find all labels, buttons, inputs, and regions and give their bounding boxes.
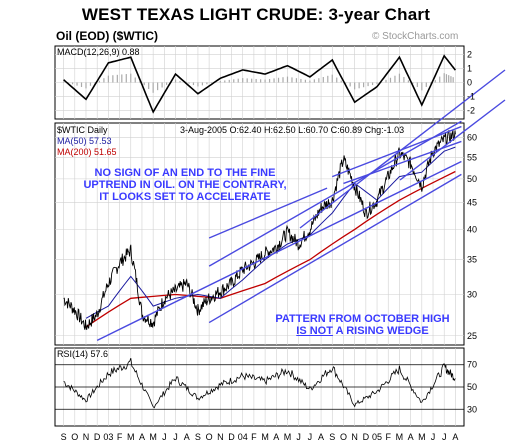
x-tick-label: F: [385, 432, 391, 442]
price-series-label: $WTIC Daily: [57, 125, 108, 135]
x-tick-label: A: [184, 432, 190, 442]
price-line: [63, 129, 456, 330]
tick-labels: S O N D 03 F M A M J J A S O N D 04 F M A M J J A S O N D 05 F M A M J J A2…: [61, 49, 477, 442]
x-tick-label: A: [318, 432, 324, 442]
x-tick-label: S: [195, 432, 201, 442]
x-tick-label: D: [363, 432, 370, 442]
x-tick-label: J: [431, 432, 436, 442]
x-tick-label: N: [351, 432, 358, 442]
annotation-wedge: PATTERN FROM OCTOBER HIGH IS NOT A RISIN…: [265, 313, 460, 337]
x-tick-label: A: [408, 432, 414, 442]
trendline: [208, 120, 462, 267]
rsi-tick-label: 70: [467, 360, 477, 370]
trendline: [96, 160, 462, 341]
x-tick-label: 03: [103, 432, 113, 442]
ma50-label: MA(50) 57.53: [57, 136, 112, 146]
x-tick-label: A: [139, 432, 145, 442]
trendlines: [96, 69, 506, 341]
annotation-wedge-line1: PATTERN FROM OCTOBER HIGH: [275, 313, 450, 325]
price-tick-label: 45: [467, 198, 477, 208]
x-tick-label: J: [308, 432, 313, 442]
price-tick-label: 50: [467, 174, 477, 184]
macd-line: [63, 54, 457, 114]
trendline: [332, 125, 462, 178]
x-tick-label: M: [127, 432, 135, 442]
x-tick-label: J: [442, 432, 447, 442]
x-tick-label: 04: [238, 432, 248, 442]
chart-subtitle: Oil (EOD) ($WTIC): [56, 29, 158, 43]
x-tick-label: M: [418, 432, 426, 442]
price-tick-label: 55: [467, 152, 477, 162]
macd-label: MACD(12,26,9) 0.88: [57, 47, 140, 57]
price-tick-label: 35: [467, 255, 477, 265]
rsi-line: [63, 357, 456, 409]
x-tick-label: A: [273, 432, 279, 442]
rsi-tick-label: 30: [467, 404, 477, 414]
x-tick-label: A: [452, 432, 458, 442]
x-tick-label: N: [83, 432, 90, 442]
x-tick-label: J: [173, 432, 178, 442]
x-tick-label: S: [329, 432, 335, 442]
x-tick-label: O: [340, 432, 347, 442]
ma200-line: [85, 170, 456, 328]
price-tick-label: 40: [467, 224, 477, 234]
chart-title: WEST TEXAS LIGHT CRUDE: 3-year Chart: [81, 5, 431, 24]
price-tick-label: 25: [467, 331, 477, 341]
x-tick-label: O: [206, 432, 213, 442]
macd-tick-label: -1: [467, 92, 475, 102]
trendline: [208, 187, 328, 239]
annotation-uptrend: NO SIGN OF AN END TO THE FINE UPTREND IN…: [83, 167, 287, 203]
x-tick-label: M: [149, 432, 157, 442]
x-tick-label: M: [284, 432, 292, 442]
x-tick-label: 05: [372, 432, 382, 442]
macd-tick-label: 2: [467, 49, 472, 59]
x-tick-label: O: [71, 432, 78, 442]
x-tick-label: D: [228, 432, 235, 442]
annotation-is-not: IS NOT: [296, 325, 333, 337]
macd-tick-label: 1: [467, 63, 472, 73]
trendline-extension: [299, 69, 506, 229]
annotation-wedge-line2: IS NOT A RISING WEDGE: [265, 325, 460, 337]
x-tick-label: F: [117, 432, 123, 442]
rsi-label: RSI(14) 57.6: [57, 349, 108, 359]
trendline: [208, 173, 462, 324]
trendline-extension: [399, 99, 506, 181]
watermark: © StockCharts.com: [372, 31, 459, 42]
price-tick-label: 60: [467, 133, 477, 143]
x-tick-label: S: [61, 432, 67, 442]
rsi-tick-label: 50: [467, 382, 477, 392]
x-tick-label: F: [251, 432, 257, 442]
x-tick-label: N: [217, 432, 224, 442]
x-tick-label: M: [261, 432, 269, 442]
annotation-rising-wedge: A RISING WEDGE: [332, 325, 429, 337]
macd-tick-label: 0: [467, 78, 472, 88]
quote-label: 3-Aug-2005 O:62.40 H:62.50 L:60.70 C:60.…: [180, 125, 404, 135]
x-tick-label: J: [162, 432, 167, 442]
series-lines: [63, 54, 457, 409]
x-tick-label: J: [296, 432, 301, 442]
macd-tick-label: -2: [467, 106, 475, 116]
ma200-label: MA(200) 51.65: [57, 147, 117, 157]
x-tick-label: M: [396, 432, 404, 442]
price-tick-label: 30: [467, 289, 477, 299]
x-tick-label: D: [94, 432, 101, 442]
